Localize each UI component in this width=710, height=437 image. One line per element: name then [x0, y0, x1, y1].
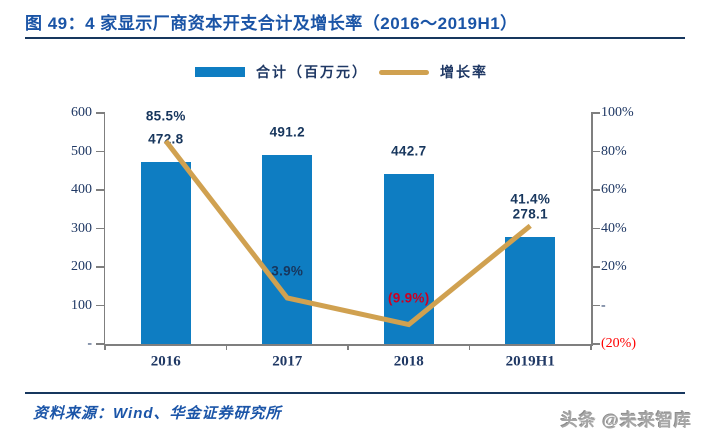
y-axis-left-tick-label: 400 [71, 182, 92, 197]
x-axis-tick [468, 344, 471, 350]
y-axis-left-tick [96, 266, 105, 268]
y-axis-right-tick-label: 80% [601, 143, 627, 159]
bar-2019H1 [505, 236, 556, 344]
y-axis-left-tick-label: 500 [71, 143, 92, 159]
y-axis-left [103, 113, 105, 346]
y-axis-left-tick [96, 227, 105, 230]
legend-bar-swatch-icon [195, 67, 245, 77]
x-axis-tick [590, 344, 592, 350]
legend-line-label: 增长率 [440, 64, 488, 80]
line-value-label-2016: 85.5% [145, 108, 186, 124]
y-axis-left-tick-label: 100 [71, 297, 92, 313]
y-axis-left-tick [96, 189, 105, 191]
y-axis-left-tick [96, 112, 105, 114]
bar-2016 [140, 161, 191, 344]
bar-value-label-2019H1: 278.1 [512, 206, 548, 222]
y-axis-right-tick-label: - [601, 297, 606, 313]
x-axis-category-2016: 2016 [150, 353, 181, 370]
bar-2018 [383, 173, 434, 344]
bar-value-label-2018: 442.7 [391, 143, 427, 159]
y-axis-right [591, 113, 593, 346]
legend-bar-label: 合计（百万元） [256, 64, 368, 80]
figure-title: 图 49：4 家显示厂商资本开支合计及增长率（2016～2019H1） [25, 14, 518, 33]
y-axis-right-tick [591, 112, 600, 114]
bar-2017 [262, 154, 313, 344]
y-axis-right-tick [591, 150, 600, 153]
legend-line-swatch-icon [379, 69, 429, 75]
y-axis-left-tick [96, 150, 105, 153]
y-axis-left-tick-label: 200 [71, 259, 92, 274]
x-axis-tick [104, 344, 106, 350]
x-axis-category-2017: 2017 [272, 353, 303, 370]
y-axis-right-tick-label: 20% [601, 259, 627, 274]
y-axis-right-tick [591, 266, 600, 268]
y-axis-right-tick [591, 343, 600, 345]
x-axis-tick [225, 344, 228, 350]
source-note: 资料来源：Wind、华金证券研究所 [33, 405, 282, 422]
y-axis-right-tick [591, 189, 600, 191]
y-axis-right-tick-label: 100% [601, 105, 634, 120]
y-axis-right-tick [591, 227, 600, 230]
y-axis-right-tick-label: 60% [601, 182, 627, 197]
y-axis-right-tick-label: 40% [601, 220, 627, 236]
line-value-label-2017: 3.9% [271, 263, 304, 279]
bar-value-label-2016: 472.8 [148, 131, 184, 147]
x-axis-tick [347, 344, 349, 350]
x-axis-category-2019H1: 2019H1 [505, 353, 555, 370]
y-axis-left-tick [96, 304, 105, 307]
y-axis-right-tick [591, 304, 600, 307]
x-axis-category-2018: 2018 [393, 353, 424, 370]
title-divider [25, 37, 685, 39]
watermark: 头条 @未来智库 [560, 411, 692, 430]
y-axis-left-tick [96, 343, 105, 345]
y-axis-left-tick-label: - [87, 336, 92, 351]
y-axis-left-tick-label: 600 [71, 105, 92, 120]
line-value-label-2018: (9.9%) [387, 290, 430, 306]
bar-value-label-2017: 491.2 [269, 124, 305, 140]
footer-divider [25, 392, 685, 394]
y-axis-right-tick-label: (20%) [601, 336, 636, 351]
y-axis-left-tick-label: 300 [71, 220, 92, 236]
chart-legend: 合计（百万元） 增长率 [195, 62, 488, 82]
line-value-label-2019H1: 41.4% [510, 191, 551, 207]
